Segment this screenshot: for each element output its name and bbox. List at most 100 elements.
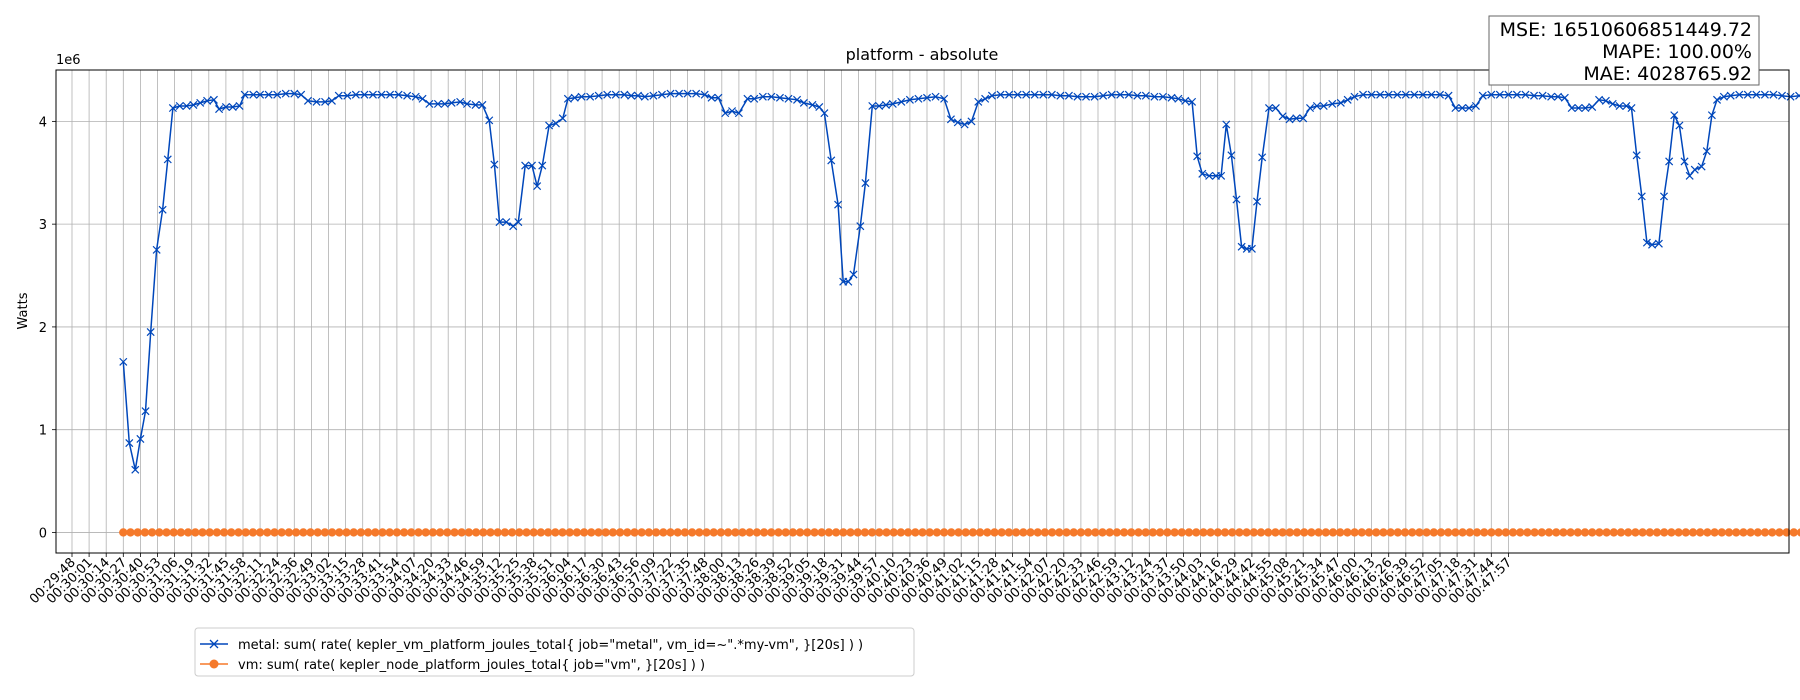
data-point-metal xyxy=(189,100,198,109)
data-point-vm xyxy=(594,528,603,537)
data-point-metal xyxy=(1271,103,1280,113)
data-point-metal xyxy=(163,155,172,164)
stats-mae: MAE: 4028765.92 xyxy=(1583,63,1752,85)
data-point-metal xyxy=(1039,90,1048,99)
data-point-metal xyxy=(1393,90,1402,99)
data-point-metal xyxy=(1743,90,1752,99)
data-point-vm xyxy=(471,528,481,537)
data-point-vm xyxy=(1127,528,1136,537)
data-point-vm xyxy=(558,528,567,537)
data-point-vm xyxy=(1775,528,1784,537)
data-point-metal xyxy=(495,218,504,227)
data-point-metal xyxy=(793,95,802,104)
data-point-vm xyxy=(601,528,610,537)
data-point-vm xyxy=(363,528,373,537)
data-point-metal xyxy=(1401,90,1410,99)
data-point-vm xyxy=(1278,528,1287,537)
data-point-metal xyxy=(1444,91,1453,100)
data-point-vm xyxy=(543,528,553,537)
data-point-metal xyxy=(456,97,465,106)
data-point-vm xyxy=(536,528,546,537)
y-tick-label: 0 xyxy=(39,526,47,541)
data-point-vm xyxy=(666,528,675,537)
data-point-vm xyxy=(687,528,697,537)
data-point-vm xyxy=(1083,528,1093,537)
data-point-vm xyxy=(1328,528,1338,537)
data-point-metal xyxy=(922,93,932,102)
data-point-vm xyxy=(457,528,466,537)
data-point-metal xyxy=(440,99,449,108)
data-point-metal xyxy=(931,92,940,101)
data-point-metal xyxy=(1538,91,1547,100)
data-point-metal xyxy=(1512,90,1521,99)
data-point-metal xyxy=(820,109,829,118)
data-point-vm xyxy=(1494,528,1503,537)
data-point-vm xyxy=(644,528,654,537)
data-point-vm xyxy=(428,528,438,537)
data-point-vm xyxy=(1667,528,1676,537)
data-point-vm xyxy=(1444,528,1453,537)
data-point-metal xyxy=(1299,114,1308,123)
data-point-vm xyxy=(155,528,164,537)
data-point-vm xyxy=(270,528,279,537)
data-point-vm xyxy=(421,528,430,537)
data-point-metal xyxy=(1471,101,1480,110)
data-point-vm xyxy=(882,528,891,537)
data-point-vm xyxy=(587,528,596,537)
data-point-vm xyxy=(925,528,934,537)
data-point-metal xyxy=(784,94,793,103)
data-point-vm xyxy=(1076,528,1086,537)
data-point-metal xyxy=(1574,103,1583,113)
data-point-vm xyxy=(507,528,517,537)
data-point-vm xyxy=(241,528,250,537)
data-point-vm xyxy=(1696,528,1705,537)
data-point-metal xyxy=(1022,90,1031,99)
data-point-vm xyxy=(1724,528,1734,537)
data-point-vm xyxy=(875,528,884,537)
data-point-vm xyxy=(1472,528,1482,537)
data-point-vm xyxy=(990,528,999,537)
data-point-metal xyxy=(1418,90,1427,99)
data-point-metal xyxy=(1237,242,1246,251)
data-point-vm xyxy=(1177,528,1187,537)
data-point-metal xyxy=(1167,93,1176,102)
data-point-metal xyxy=(215,105,224,114)
data-point-vm xyxy=(673,528,682,537)
data-point-metal xyxy=(1567,103,1576,113)
data-point-metal xyxy=(1247,244,1256,253)
plot-frame xyxy=(55,69,1790,554)
data-point-metal xyxy=(1258,153,1267,162)
data-point-metal xyxy=(471,100,480,109)
data-point-metal xyxy=(403,91,412,100)
data-point-vm xyxy=(968,528,978,537)
data-point-vm xyxy=(306,528,315,537)
data-point-vm xyxy=(1336,528,1345,537)
data-point-vm xyxy=(1264,528,1273,537)
data-point-vm xyxy=(817,528,826,537)
data-point-vm xyxy=(896,528,906,537)
data-point-metal xyxy=(1376,90,1385,99)
data-point-vm xyxy=(1480,528,1489,537)
data-point-metal xyxy=(1637,192,1646,201)
data-point-metal xyxy=(603,90,612,99)
data-point-metal xyxy=(657,90,666,99)
data-point-metal xyxy=(1410,90,1419,99)
data-point-vm xyxy=(1033,528,1042,537)
data-point-metal xyxy=(1306,103,1315,113)
data-point-metal xyxy=(1553,92,1563,101)
data-point-vm xyxy=(983,528,992,537)
data-point-metal xyxy=(743,94,752,103)
data-point-vm xyxy=(414,528,423,537)
data-point-metal xyxy=(767,92,776,101)
data-point-vm xyxy=(1134,528,1143,537)
data-point-vm xyxy=(975,528,985,537)
data-point-vm xyxy=(234,528,243,537)
data-point-vm xyxy=(147,528,157,537)
data-point-vm xyxy=(839,528,848,537)
data-point-metal xyxy=(1264,103,1274,113)
data-point-metal xyxy=(1675,121,1684,130)
data-point-metal xyxy=(758,92,767,101)
legend-label-vm: vm: sum( rate( kepler_node_platform_joul… xyxy=(238,658,705,673)
y-tick-label: 4 xyxy=(39,115,47,130)
